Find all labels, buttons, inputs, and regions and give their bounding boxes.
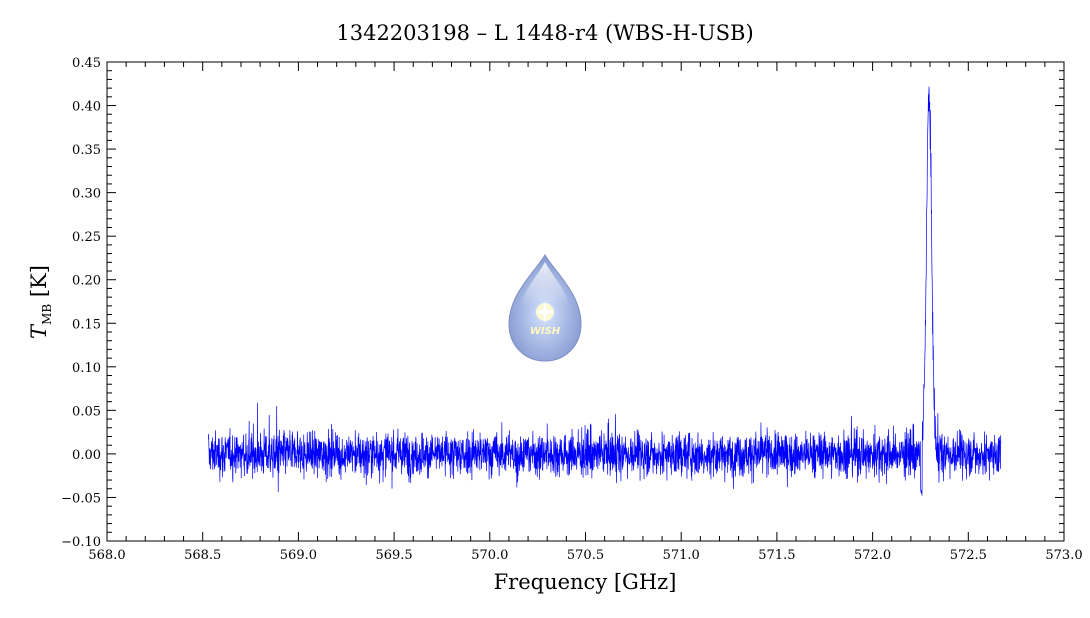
y-tick-label: −0.10	[61, 535, 101, 550]
chart-title: 1342203198 – L 1448-r4 (WBS-H-USB)	[336, 21, 753, 45]
x-tick-label: 572.0	[854, 548, 891, 563]
y-tick-label: 0.25	[72, 230, 101, 245]
x-tick-label: 569.0	[280, 548, 317, 563]
x-tick-label: 572.5	[950, 548, 987, 563]
x-tick-label: 573.0	[1045, 548, 1082, 563]
logo-text: WISH	[530, 326, 561, 337]
x-tick-label: 568.5	[184, 548, 221, 563]
x-tick-label: 568.0	[88, 548, 125, 563]
x-tick-label: 571.5	[758, 548, 795, 563]
spectrum-line	[208, 86, 1002, 496]
axis-ticks	[106, 61, 1065, 542]
y-tick-label: −0.05	[61, 491, 101, 506]
y-tick-label: 0.35	[72, 143, 101, 158]
x-tick-labels: 568.0 568.5 569.0 569.5 570.0 570.5 571.0 571.5…	[88, 548, 1082, 563]
x-tick-label: 571.0	[663, 548, 700, 563]
x-tick-label: 570.5	[567, 548, 604, 563]
y-axis-label: TMB [K]	[27, 265, 54, 339]
x-axis-label: Frequency [GHz]	[494, 570, 677, 594]
y-tick-labels: −0.10 −0.05 0.00 0.05 0.10 0.15 0.20 0.25 0.30 0.…	[61, 56, 101, 550]
y-tick-label: 0.15	[72, 317, 101, 332]
wish-logo: WISH	[508, 254, 582, 362]
y-tick-label: 0.20	[72, 274, 101, 289]
x-tick-label: 570.0	[471, 548, 508, 563]
x-tick-label: 569.5	[375, 548, 412, 563]
y-tick-label: 0.45	[72, 56, 101, 71]
y-tick-label: 0.40	[72, 100, 101, 115]
y-tick-label: 0.30	[72, 187, 101, 202]
y-tick-label: 0.05	[72, 404, 101, 419]
y-tick-label: 0.10	[72, 361, 101, 376]
y-tick-label: 0.00	[72, 448, 101, 463]
